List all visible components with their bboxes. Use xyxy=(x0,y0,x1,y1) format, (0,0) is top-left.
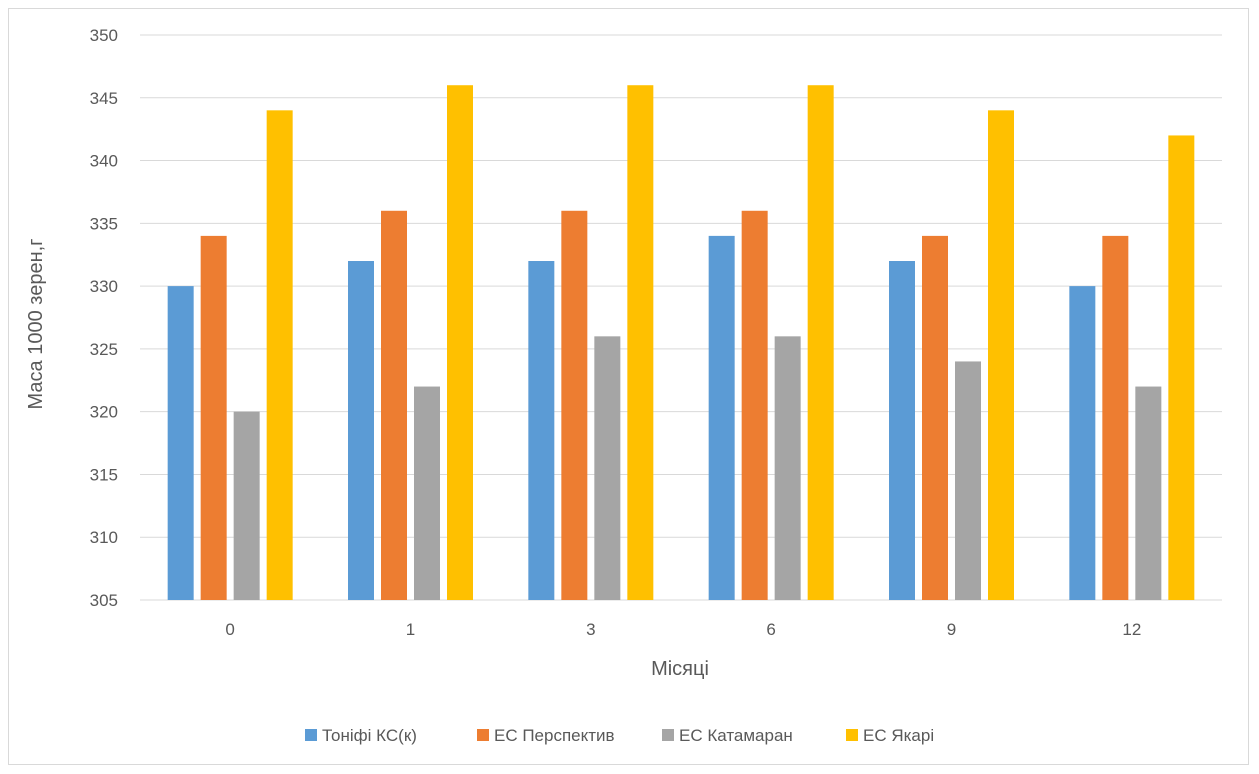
bar xyxy=(1135,386,1162,600)
bars xyxy=(167,85,1195,600)
legend-swatch xyxy=(477,729,489,741)
bar xyxy=(167,286,194,600)
bar xyxy=(266,110,293,600)
y-axis-ticks: 305 310 315 320 325 330 335 340 345 350 xyxy=(90,26,118,610)
bar xyxy=(414,386,440,600)
y-tick-label: 340 xyxy=(90,152,118,171)
bar xyxy=(1168,135,1195,600)
gridlines xyxy=(140,34,1222,601)
bar xyxy=(348,261,374,600)
y-tick-label: 305 xyxy=(90,591,118,610)
legend-label: ЕС Катамаран xyxy=(679,726,793,745)
y-tick-label: 350 xyxy=(90,26,118,45)
bar xyxy=(1069,286,1096,600)
x-tick-label: 12 xyxy=(1122,620,1141,639)
y-tick-label: 330 xyxy=(90,277,118,296)
y-tick-label: 335 xyxy=(90,214,118,233)
legend: Тоніфі КС(к) ЕС Перспектив ЕС Катамаран ЕС … xyxy=(305,726,934,745)
y-axis-title: Маса 1000 зерен,г xyxy=(25,239,47,410)
bar xyxy=(774,336,801,600)
x-tick-label: 3 xyxy=(586,620,595,639)
x-tick-label: 0 xyxy=(225,620,234,639)
legend-swatch xyxy=(846,729,858,741)
y-tick-label: 310 xyxy=(90,528,118,547)
bar xyxy=(233,411,260,600)
bar xyxy=(627,85,654,600)
legend-label: ЕС Перспектив xyxy=(494,726,615,745)
bar xyxy=(922,235,948,600)
bar xyxy=(381,210,407,600)
x-tick-label: 1 xyxy=(406,620,415,639)
y-tick-label: 325 xyxy=(90,340,118,359)
bar xyxy=(1102,235,1129,600)
x-tick-label: 9 xyxy=(947,620,956,639)
y-tick-label: 315 xyxy=(90,465,118,484)
bar xyxy=(594,336,621,600)
bar xyxy=(988,110,1014,600)
x-axis-ticks: 0 1 3 6 9 12 xyxy=(225,620,1141,639)
bar xyxy=(807,85,834,600)
y-tick-label: 320 xyxy=(90,403,118,422)
bar xyxy=(889,261,915,600)
x-tick-label: 6 xyxy=(766,620,775,639)
legend-label: Тоніфі КС(к) xyxy=(322,726,417,745)
y-tick-label: 345 xyxy=(90,89,118,108)
legend-swatch xyxy=(305,729,317,741)
legend-label: ЕС Якарі xyxy=(863,726,934,745)
bar xyxy=(708,235,735,600)
bar xyxy=(741,210,768,600)
bar xyxy=(528,261,555,600)
bar xyxy=(561,210,588,600)
bar xyxy=(447,85,473,600)
bar xyxy=(200,235,227,600)
legend-swatch xyxy=(662,729,674,741)
x-axis-title: Місяці xyxy=(651,658,709,680)
bar xyxy=(955,361,981,600)
